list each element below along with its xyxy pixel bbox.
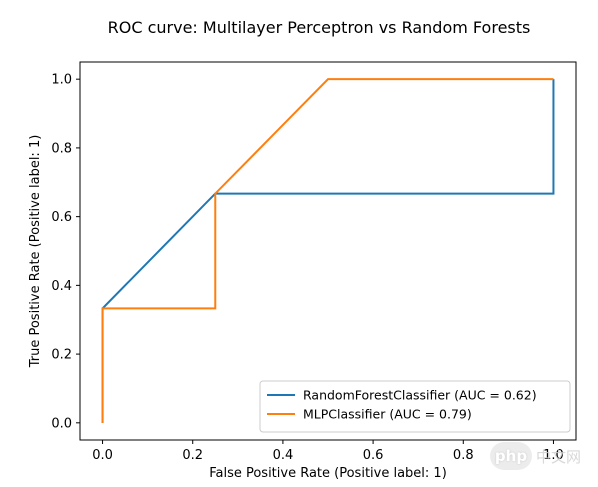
y-tick-label: 0.0: [51, 416, 72, 431]
y-tick-label: 1.0: [51, 73, 72, 88]
y-tick-label: 0.4: [51, 279, 72, 294]
plot-frame: [79, 61, 577, 441]
x-tick-label: 1.0: [543, 448, 564, 463]
y-axis-ticks: 0.0 0.2 0.4 0.6 0.8 1.0: [51, 73, 80, 431]
watermark: php 中文网: [490, 436, 598, 476]
y-tick-label: 0.2: [51, 348, 72, 363]
watermark-text: 中文网: [536, 447, 582, 466]
x-tick-label: 0.4: [273, 448, 294, 463]
legend-box: [259, 380, 571, 433]
watermark-logo: php: [490, 442, 532, 470]
x-tick-label: 0.8: [453, 448, 474, 463]
x-tick-label: 0.0: [92, 448, 113, 463]
x-axis-label: False Positive Rate (Positive label: 1): [209, 466, 447, 481]
legend-label-random-forest: RandomForestClassifier (AUC = 0.62): [303, 388, 537, 403]
y-tick-label: 0.8: [51, 141, 72, 156]
x-tick-label: 0.6: [363, 448, 384, 463]
y-axis-label: True Positive Rate (Positive label: 1): [28, 135, 43, 369]
chart-title: ROC curve: Multilayer Perceptron vs Rand…: [108, 18, 531, 37]
x-axis-ticks: 0.0 0.2 0.4 0.6 0.8 1.0: [92, 440, 564, 463]
x-tick-label: 0.2: [182, 448, 203, 463]
legend-label-mlp: MLPClassifier (AUC = 0.79): [303, 407, 472, 422]
series-line-random-forest: [101, 79, 555, 423]
y-tick-label: 0.6: [51, 210, 72, 225]
series-layer: [101, 78, 555, 423]
legend: RandomForestClassifier (AUC = 0.62) MLPC…: [259, 380, 571, 433]
series-line-mlp: [101, 78, 554, 423]
